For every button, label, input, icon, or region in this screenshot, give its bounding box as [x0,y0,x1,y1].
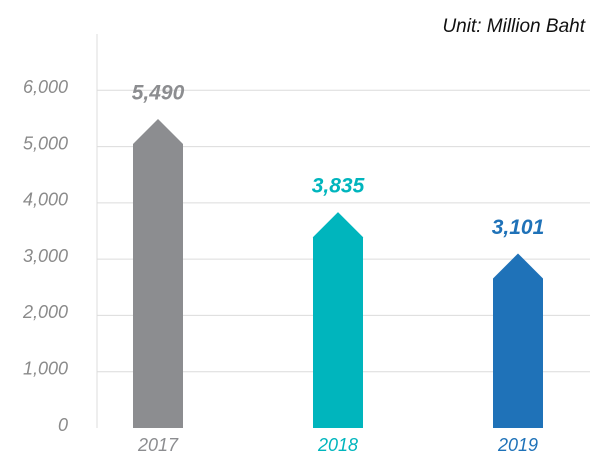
y-tick-label: 0 [58,415,68,435]
chart-title: Unit: Million Baht [442,16,585,37]
value-label: 5,490 [132,82,185,105]
y-tick-label: 6,000 [23,77,68,97]
x-tick-label: 2018 [317,435,358,455]
value-label: 3,835 [312,175,365,198]
y-tick-label: 5,000 [23,133,68,153]
y-tick-label: 3,000 [23,246,68,266]
y-tick-label: 4,000 [23,190,68,210]
x-tick-label: 2019 [497,435,538,455]
y-tick-label: 2,000 [22,302,68,322]
bar [493,253,543,428]
bar [133,118,183,429]
bar [313,212,363,428]
value-label: 3,101 [492,216,545,239]
x-tick-label: 2017 [137,435,179,455]
y-tick-label: 1,000 [23,358,68,378]
